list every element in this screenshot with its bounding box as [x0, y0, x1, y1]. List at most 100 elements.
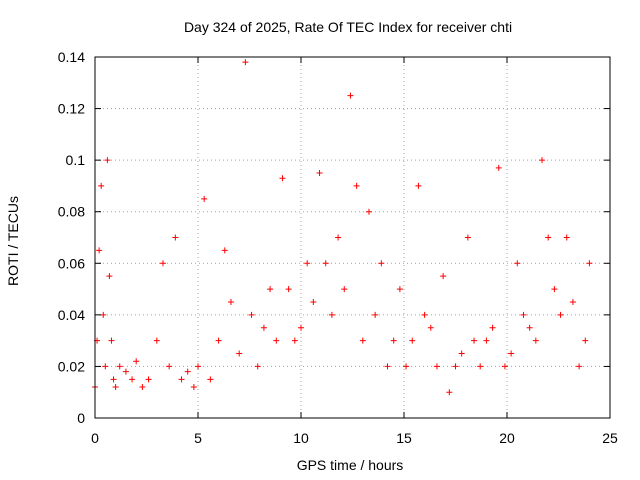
data-point — [285, 286, 292, 293]
data-point — [390, 337, 397, 344]
x-tick-label: 25 — [602, 430, 618, 446]
grid — [95, 57, 610, 418]
data-point — [159, 260, 166, 267]
data-point — [501, 363, 508, 370]
data-point — [415, 182, 422, 189]
data-point — [458, 350, 465, 357]
data-point — [184, 368, 191, 375]
y-tick-label: 0.04 — [58, 307, 85, 323]
y-tick-label: 0.1 — [66, 152, 86, 168]
data-point — [227, 298, 234, 305]
data-point — [298, 324, 304, 331]
data-point — [539, 157, 546, 164]
data-point — [153, 337, 160, 344]
data-point — [100, 311, 107, 318]
data-point — [477, 363, 484, 370]
x-tick-label: 15 — [396, 430, 412, 446]
data-point — [166, 363, 173, 370]
data-point — [520, 311, 527, 318]
data-point — [384, 363, 391, 370]
data-point — [98, 182, 105, 189]
axis-ticks: 0 0.02 0.04 0.06 0.08 0.1 0.12 0.14 0 5 10 15 20 25 — [58, 49, 618, 446]
data-point — [215, 337, 222, 344]
data-point — [446, 389, 453, 396]
data-point — [378, 260, 385, 267]
data-point — [440, 273, 447, 280]
data-point — [514, 260, 521, 267]
data-point — [335, 234, 342, 241]
data-point — [421, 311, 428, 318]
data-points — [92, 59, 593, 396]
data-point — [248, 311, 255, 318]
data-point — [464, 234, 471, 241]
data-point — [545, 234, 552, 241]
data-point — [221, 247, 228, 254]
data-point — [106, 273, 113, 280]
data-point — [178, 376, 185, 383]
y-tick-label: 0.08 — [58, 204, 85, 220]
data-point — [495, 164, 502, 171]
data-point — [236, 350, 243, 357]
data-point — [557, 311, 564, 318]
data-point — [347, 92, 354, 99]
data-point — [563, 234, 570, 241]
data-point — [483, 337, 490, 344]
data-point — [489, 324, 496, 331]
x-tick-label: 10 — [293, 430, 309, 446]
data-point — [133, 358, 140, 365]
data-point — [110, 376, 117, 383]
data-point — [353, 182, 360, 189]
data-point — [304, 260, 311, 267]
data-point — [260, 324, 267, 331]
data-point — [172, 234, 179, 241]
data-point — [328, 311, 335, 318]
data-point — [139, 384, 146, 391]
chart-title: Day 324 of 2025, Rate Of TEC Index for r… — [184, 19, 512, 35]
plot-frame — [94, 56, 611, 419]
data-point — [452, 363, 459, 370]
data-point — [322, 260, 329, 267]
data-point — [359, 337, 366, 344]
data-point — [108, 337, 115, 344]
data-point — [242, 59, 249, 66]
data-point — [273, 337, 280, 344]
data-point — [201, 195, 208, 202]
data-point — [551, 286, 558, 293]
data-point — [403, 363, 410, 370]
y-axis-label: ROTI / TECUs — [5, 196, 21, 286]
data-point — [532, 337, 539, 344]
data-point — [471, 337, 478, 344]
data-point — [396, 286, 403, 293]
data-point — [409, 337, 416, 344]
data-point — [195, 363, 201, 370]
data-point — [122, 368, 129, 375]
data-point — [316, 170, 323, 177]
data-point — [372, 311, 379, 318]
data-point — [207, 376, 214, 383]
data-point — [291, 337, 298, 344]
x-axis-label: GPS time / hours — [297, 457, 404, 473]
data-point — [365, 208, 372, 215]
data-point — [267, 286, 274, 293]
x-tick-label: 5 — [194, 430, 202, 446]
data-point — [129, 376, 136, 383]
data-point — [145, 376, 152, 383]
data-point — [576, 363, 583, 370]
data-point — [310, 298, 317, 305]
data-point — [112, 384, 119, 391]
data-point — [279, 175, 286, 182]
data-point — [102, 363, 109, 370]
data-point — [116, 363, 123, 370]
data-point — [508, 350, 515, 357]
data-point — [254, 363, 261, 370]
x-tick-label: 20 — [499, 430, 515, 446]
y-tick-label: 0.12 — [58, 101, 85, 117]
data-point — [526, 324, 533, 331]
x-tick-label: 0 — [91, 430, 99, 446]
data-point — [190, 384, 197, 391]
data-point — [341, 286, 348, 293]
y-tick-label: 0.14 — [58, 49, 85, 65]
data-point — [433, 363, 440, 370]
data-point — [582, 337, 589, 344]
